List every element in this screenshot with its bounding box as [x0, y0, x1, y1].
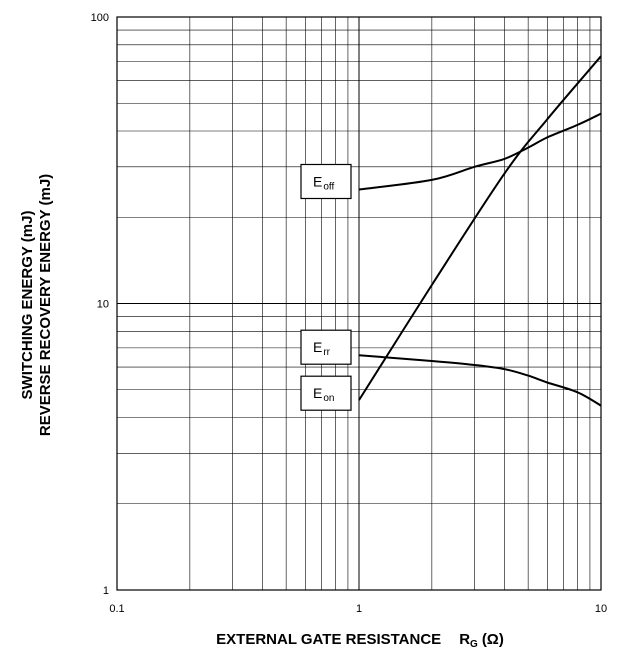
series-line-e-off: [358, 112, 602, 191]
series-line-e-on: [358, 55, 602, 401]
x-tick-label: 0.1: [109, 603, 124, 615]
y-tick-label: 1: [103, 585, 109, 597]
label-e-rr: Err: [313, 339, 331, 358]
y-axis-label-line2: REVERSE RECOVERY ENERGY (mJ): [37, 174, 54, 436]
plot-frame: [116, 16, 602, 591]
label-main: E: [313, 339, 322, 355]
x-axis-label-subscript: G: [470, 639, 478, 650]
grid: [117, 17, 601, 590]
label-box-e-off: [300, 163, 352, 200]
label-subscript: off: [323, 181, 334, 192]
label-main: E: [313, 173, 322, 189]
label-main: E: [313, 385, 322, 401]
x-axis-label-main: EXTERNAL GATE RESISTANCE: [216, 631, 441, 648]
label-subscript: rr: [323, 347, 330, 358]
x-tick-label: 10: [595, 603, 607, 615]
label-subscript: on: [323, 393, 334, 404]
x-axis-label-unit: (Ω): [482, 631, 504, 648]
x-axis-label: EXTERNAL GATE RESISTANCE RG (Ω): [216, 631, 504, 650]
x-axis-label-symbol: R: [459, 631, 470, 648]
y-tick-label: 100: [91, 12, 109, 24]
label-e-on: Eon: [313, 385, 334, 404]
y-tick-label: 10: [97, 299, 109, 311]
x-tick-label: 1: [356, 603, 362, 615]
label-box-e-on: [300, 375, 352, 411]
label-e-off: Eoff: [313, 173, 335, 192]
curves: [358, 55, 602, 407]
series-line-e-rr: [358, 354, 602, 407]
y-axis-label-line1: SWITCHING ENERGY (mJ): [19, 211, 36, 400]
label-box-e-rr: [300, 329, 352, 365]
